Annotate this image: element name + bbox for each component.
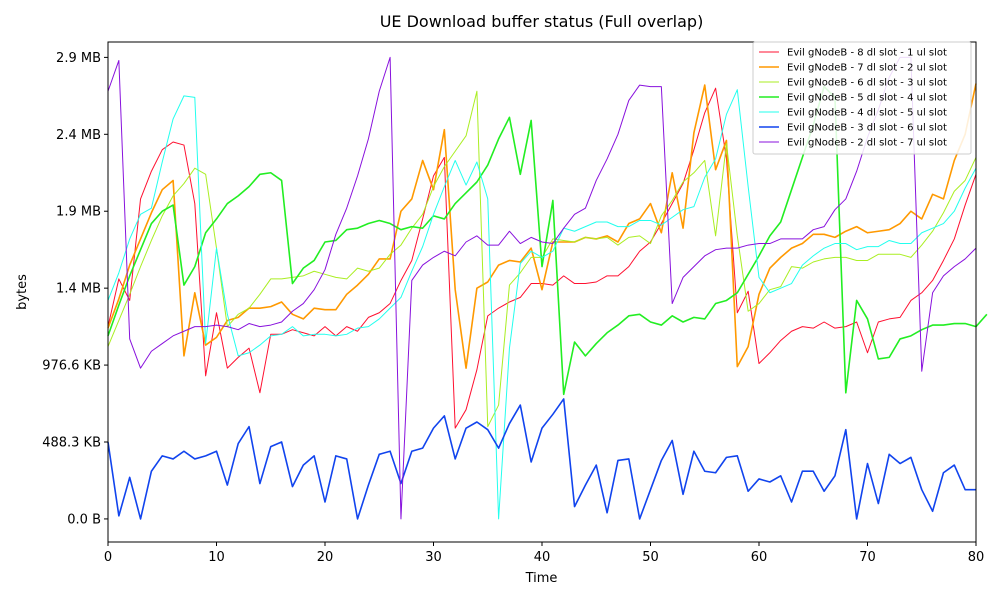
x-tick-label: 10 xyxy=(208,550,225,565)
y-tick-label: 488.3 KB xyxy=(42,436,101,451)
y-tick-label: 2.4 MB xyxy=(56,128,101,143)
y-axis-ticks: 0.0 B 488.3 KB 976.6 KB 1.4 MB 1.9 MB 2.4 MB 2… xyxy=(42,51,108,527)
legend-box xyxy=(752,41,972,155)
chart-title: UE Download buffer status (Full overlap) xyxy=(380,12,704,31)
legend: Evil gNodeB - 8 dl slot - 1 ul slot Evil … xyxy=(752,41,972,155)
y-tick-label: 2.9 MB xyxy=(56,51,101,66)
x-tick-label: 30 xyxy=(425,550,442,565)
x-tick-label: 0 xyxy=(104,550,112,565)
y-tick-label: 1.4 MB xyxy=(56,282,101,297)
x-tick-label: 70 xyxy=(859,550,876,565)
series-line-6 xyxy=(107,398,976,520)
y-tick-label: 976.6 KB xyxy=(42,359,101,374)
x-tick-label: 80 xyxy=(968,550,985,565)
y-tick-label: 1.9 MB xyxy=(56,205,101,220)
x-tick-label: 40 xyxy=(534,550,551,565)
legend-label: Evil gNodeB - 6 dl slot - 3 ul slot xyxy=(787,78,947,89)
x-tick-label: 60 xyxy=(751,550,768,565)
x-axis-label: Time xyxy=(525,571,558,586)
legend-label: Evil gNodeB - 3 dl slot - 6 ul slot xyxy=(787,123,947,134)
series-line-4 xyxy=(107,85,988,396)
y-axis-label: bytes xyxy=(15,274,30,310)
legend-label: Evil gNodeB - 5 dl slot - 4 ul slot xyxy=(787,93,947,104)
series-line-2 xyxy=(107,83,977,369)
legend-label: Evil gNodeB - 8 dl slot - 1 ul slot xyxy=(787,48,947,59)
x-tick-label: 50 xyxy=(642,550,659,565)
legend-label: Evil gNodeB - 4 dl slot - 5 ul slot xyxy=(787,108,947,119)
plot-series xyxy=(107,56,988,520)
legend-label: Evil gNodeB - 2 dl slot - 7 ul slot xyxy=(787,138,947,149)
x-tick-label: 20 xyxy=(317,550,334,565)
series-line-5 xyxy=(107,89,977,520)
series-line-1 xyxy=(107,87,977,429)
series-line-7 xyxy=(107,56,977,520)
legend-label: Evil gNodeB - 7 dl slot - 2 ul slot xyxy=(787,63,947,74)
x-axis-ticks: 0 10 20 30 40 50 60 70 80 xyxy=(104,542,984,565)
y-tick-label: 0.0 B xyxy=(67,512,101,527)
